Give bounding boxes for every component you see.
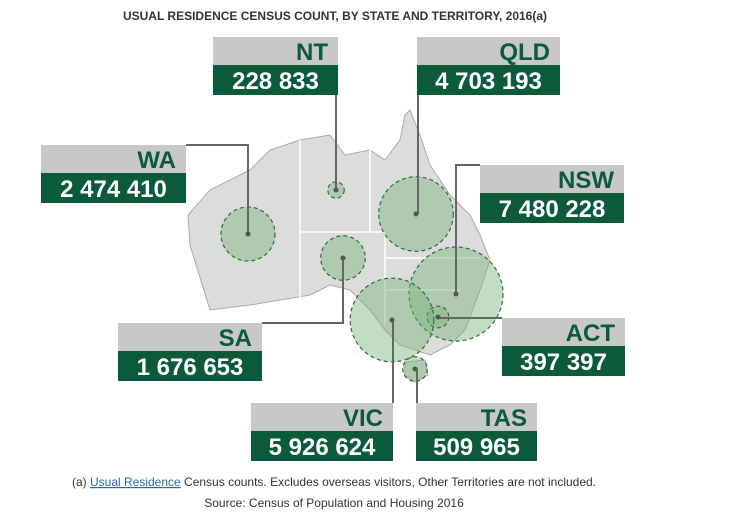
connector <box>262 258 344 324</box>
state-value: 4 703 193 <box>435 68 542 95</box>
state-name: SA <box>219 325 252 352</box>
value-box <box>417 65 560 95</box>
pin <box>333 187 339 193</box>
state-value: 5 926 624 <box>269 434 376 461</box>
name-box <box>416 403 537 431</box>
pin <box>245 231 251 237</box>
pin <box>340 255 346 261</box>
title: USUAL RESIDENCE CENSUS COUNT, BY STATE A… <box>123 9 547 23</box>
name-box <box>118 323 262 351</box>
value-box <box>502 346 625 376</box>
value-box <box>480 193 624 223</box>
value-box <box>118 351 262 381</box>
state-value: 1 676 653 <box>137 354 244 381</box>
connector <box>455 164 480 294</box>
pin <box>413 211 419 217</box>
state-name: ACT <box>566 320 616 347</box>
pin <box>412 366 418 372</box>
state-name: VIC <box>343 405 383 432</box>
footnote: (a) Usual Residence Census counts. Exclu… <box>72 475 596 489</box>
footnote-link[interactable]: Usual Residence <box>90 475 181 489</box>
name-box <box>502 318 625 346</box>
connector <box>186 144 249 234</box>
state-name: NT <box>296 39 328 66</box>
pin <box>435 314 441 320</box>
value-box <box>213 65 338 95</box>
state-value: 7 480 228 <box>499 196 606 223</box>
footnote-text: Census counts. Excludes overseas visitor… <box>184 475 596 489</box>
state-name: TAS <box>481 405 527 432</box>
state-name: WA <box>137 147 176 174</box>
state-value: 509 965 <box>433 434 520 461</box>
name-box <box>251 403 393 431</box>
pin <box>453 291 459 297</box>
name-box <box>480 165 624 193</box>
name-box <box>213 37 338 65</box>
state-name: QLD <box>499 39 550 66</box>
state-value: 397 397 <box>520 349 607 376</box>
footnote-prefix: (a) <box>72 475 87 489</box>
state-value: 2 474 410 <box>60 176 167 203</box>
state-name: NSW <box>558 167 614 194</box>
source: Source: Census of Population and Housing… <box>204 496 464 510</box>
value-box <box>41 173 186 203</box>
pin <box>389 317 395 323</box>
name-box <box>41 145 186 173</box>
value-box <box>416 431 537 461</box>
value-box <box>251 431 393 461</box>
state-value: 228 833 <box>232 68 319 95</box>
name-box <box>417 37 560 65</box>
